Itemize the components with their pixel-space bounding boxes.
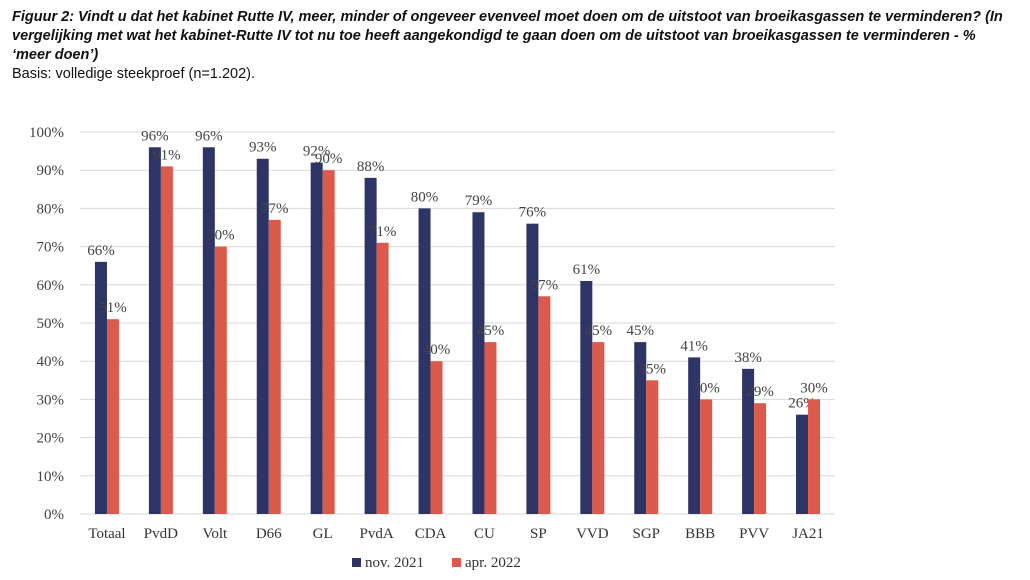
bar-apr-2022: [754, 403, 767, 514]
y-tick-label: 10%: [37, 469, 65, 485]
legend-label: nov. 2021: [365, 555, 424, 571]
legend-swatch: [452, 558, 461, 567]
bar-nov-2021: [418, 208, 431, 514]
data-label: 88%: [357, 159, 385, 175]
x-tick-label: CDA: [415, 526, 447, 542]
data-label: 76%: [519, 205, 547, 221]
bar-nov-2021: [742, 368, 755, 514]
data-label: 66%: [87, 243, 115, 259]
x-tick-label: Totaal: [88, 526, 125, 542]
y-tick-label: 40%: [37, 354, 65, 370]
bar-apr-2022: [484, 342, 497, 514]
bar-apr-2022: [106, 319, 119, 514]
data-label: 57%: [531, 277, 559, 293]
data-label: 96%: [141, 128, 169, 144]
data-label: 71%: [369, 224, 397, 240]
data-label: 45%: [585, 323, 613, 339]
y-tick-label: 90%: [37, 163, 65, 179]
data-label: 45%: [627, 323, 655, 339]
y-tick-label: 20%: [37, 431, 65, 447]
data-label: 61%: [573, 262, 601, 278]
bar-apr-2022: [592, 342, 605, 514]
bar-nov-2021: [310, 162, 323, 514]
x-tick-label: VVD: [576, 526, 609, 542]
y-tick-label: 100%: [29, 125, 64, 141]
y-tick-label: 30%: [37, 392, 65, 408]
bar-nov-2021: [526, 223, 539, 514]
bar-apr-2022: [214, 246, 227, 514]
x-tick-label: SP: [530, 526, 547, 542]
y-tick-label: 80%: [37, 201, 65, 217]
data-label: 70%: [207, 228, 235, 244]
x-tick-label: BBB: [685, 526, 715, 542]
x-tick-label: GL: [313, 526, 333, 542]
data-label: 29%: [746, 384, 774, 400]
bar-apr-2022: [808, 399, 821, 514]
figure-caption: Figuur 2: Vindt u dat het kabinet Rutte …: [12, 8, 1012, 84]
x-tick-label: CU: [474, 526, 495, 542]
bar-apr-2022: [376, 242, 389, 514]
x-tick-label: PvdD: [144, 526, 178, 542]
figure-title: Figuur 2: Vindt u dat het kabinet Rutte …: [12, 9, 1003, 63]
data-label: 91%: [153, 147, 181, 163]
y-tick-label: 60%: [37, 278, 65, 294]
bar-nov-2021: [364, 177, 377, 514]
legend-swatch: [352, 558, 361, 567]
y-tick-label: 0%: [44, 507, 64, 523]
bar-nov-2021: [580, 280, 593, 514]
data-label: 90%: [315, 151, 343, 167]
y-tick-label: 50%: [37, 316, 65, 332]
bar-nov-2021: [634, 342, 647, 514]
bar-nov-2021: [256, 158, 269, 515]
data-label: 93%: [249, 140, 277, 156]
data-label: 41%: [680, 338, 708, 354]
x-tick-label: JA21: [792, 526, 824, 542]
data-label: 40%: [423, 342, 451, 358]
bar-nov-2021: [202, 147, 215, 514]
y-tick-label: 70%: [37, 240, 65, 256]
data-label: 80%: [411, 189, 439, 205]
bar-nov-2021: [688, 357, 701, 514]
legend-label: apr. 2022: [465, 555, 521, 571]
data-label: 30%: [800, 380, 828, 396]
data-label: 79%: [465, 193, 493, 209]
bar-apr-2022: [268, 219, 281, 515]
bar-apr-2022: [538, 296, 551, 514]
data-label: 45%: [477, 323, 505, 339]
bar-nov-2021: [94, 261, 107, 514]
data-label: 77%: [261, 201, 289, 217]
data-label: 92%: [303, 144, 331, 160]
bar-apr-2022: [646, 380, 659, 514]
data-label: 30%: [692, 380, 720, 396]
data-label: 51%: [99, 300, 127, 316]
bar-apr-2022: [322, 170, 335, 514]
x-tick-label: PvdA: [360, 526, 394, 542]
x-tick-label: Volt: [202, 526, 228, 542]
bar-nov-2021: [796, 414, 809, 514]
bar-nov-2021: [148, 147, 161, 514]
bar-apr-2022: [430, 361, 443, 514]
data-label: 35%: [639, 361, 667, 377]
data-label: 38%: [734, 350, 762, 366]
x-tick-label: SGP: [632, 526, 660, 542]
x-tick-label: PVV: [739, 526, 769, 542]
figure-basis-note: Basis: volledige steekproef (n=1.202).: [12, 66, 256, 82]
bar-nov-2021: [472, 212, 485, 514]
data-label: 96%: [195, 128, 223, 144]
bar-apr-2022: [700, 399, 713, 514]
bar-apr-2022: [160, 166, 173, 514]
x-tick-label: D66: [256, 526, 282, 542]
